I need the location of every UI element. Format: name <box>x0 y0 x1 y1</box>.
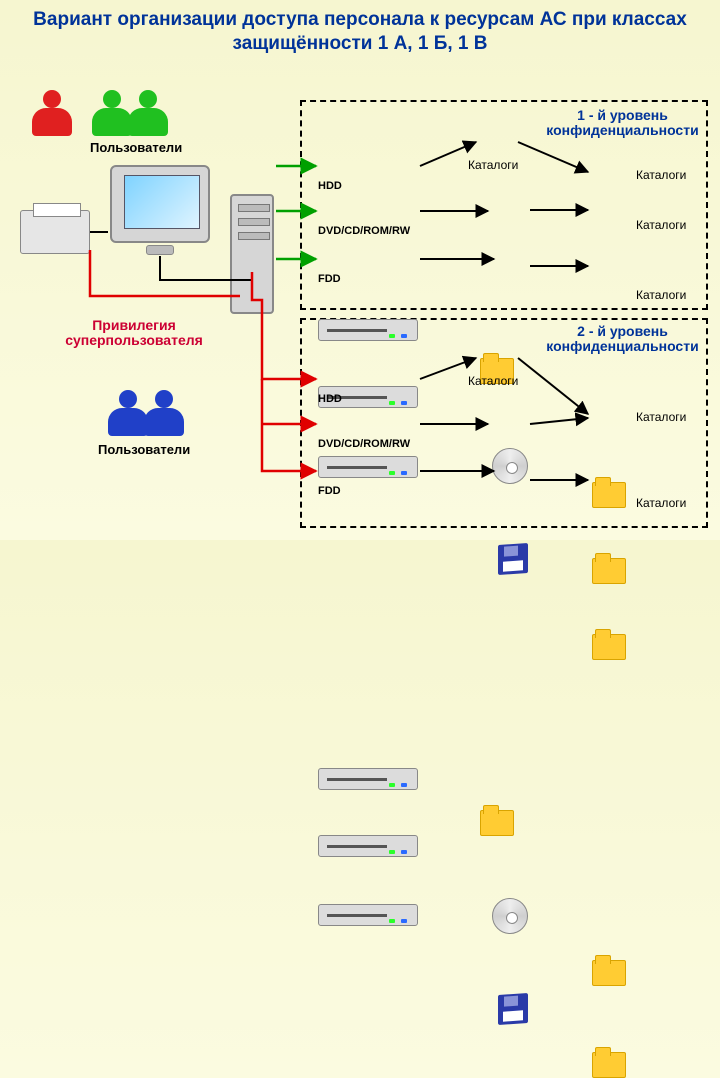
folder-l2-b <box>592 960 626 986</box>
cat-l1-a: Каталоги <box>468 158 518 172</box>
fdd-label-2: FDD <box>318 485 341 497</box>
cat-l1-d: Каталоги <box>636 288 686 302</box>
cd-icon-2 <box>492 898 528 934</box>
level2-label: 2 - й уровень конфиденциальности <box>540 324 705 355</box>
user-green-1 <box>92 90 132 136</box>
dvd-label-1: DVD/CD/ROM/RW <box>318 225 410 237</box>
fdd-label-1: FDD <box>318 273 341 285</box>
privilege-label: Привилегия суперпользователя <box>54 318 214 349</box>
users-bottom-label: Пользователи <box>98 442 190 457</box>
drive-hdd-2 <box>318 768 418 790</box>
drive-dvd-2 <box>318 835 418 857</box>
diagram-canvas: Пользователи Привилегия суперпользовател… <box>0 0 720 540</box>
folder-l1-c <box>592 558 626 584</box>
user-green-2 <box>128 90 168 136</box>
cat-l1-c: Каталоги <box>636 218 686 232</box>
drive-hdd-1 <box>318 319 418 341</box>
hdd-label-2: HDD <box>318 393 342 405</box>
floppy-icon-1 <box>498 543 528 575</box>
user-blue-1 <box>108 390 148 436</box>
cd-icon-1 <box>492 448 528 484</box>
floppy-icon-2 <box>498 993 528 1025</box>
printer-icon <box>20 210 90 254</box>
monitor-icon <box>110 165 210 243</box>
monitor-stand <box>146 245 174 255</box>
user-blue-2 <box>144 390 184 436</box>
cat-l2-a: Каталоги <box>468 374 518 388</box>
cat-l2-c: Каталоги <box>636 496 686 510</box>
users-top-label: Пользователи <box>90 140 182 155</box>
folder-l2-a <box>480 810 514 836</box>
tower-icon <box>230 194 274 314</box>
level1-label: 1 - й уровень конфиденциальности <box>540 108 705 139</box>
drive-fdd-2 <box>318 904 418 926</box>
folder-l1-d <box>592 634 626 660</box>
cat-l1-b: Каталоги <box>636 168 686 182</box>
drive-fdd-1 <box>318 456 418 478</box>
folder-l1-b <box>592 482 626 508</box>
dvd-label-2: DVD/CD/ROM/RW <box>318 438 410 450</box>
folder-l2-c <box>592 1052 626 1078</box>
user-red <box>32 90 72 136</box>
hdd-label-1: HDD <box>318 180 342 192</box>
cat-l2-b: Каталоги <box>636 410 686 424</box>
